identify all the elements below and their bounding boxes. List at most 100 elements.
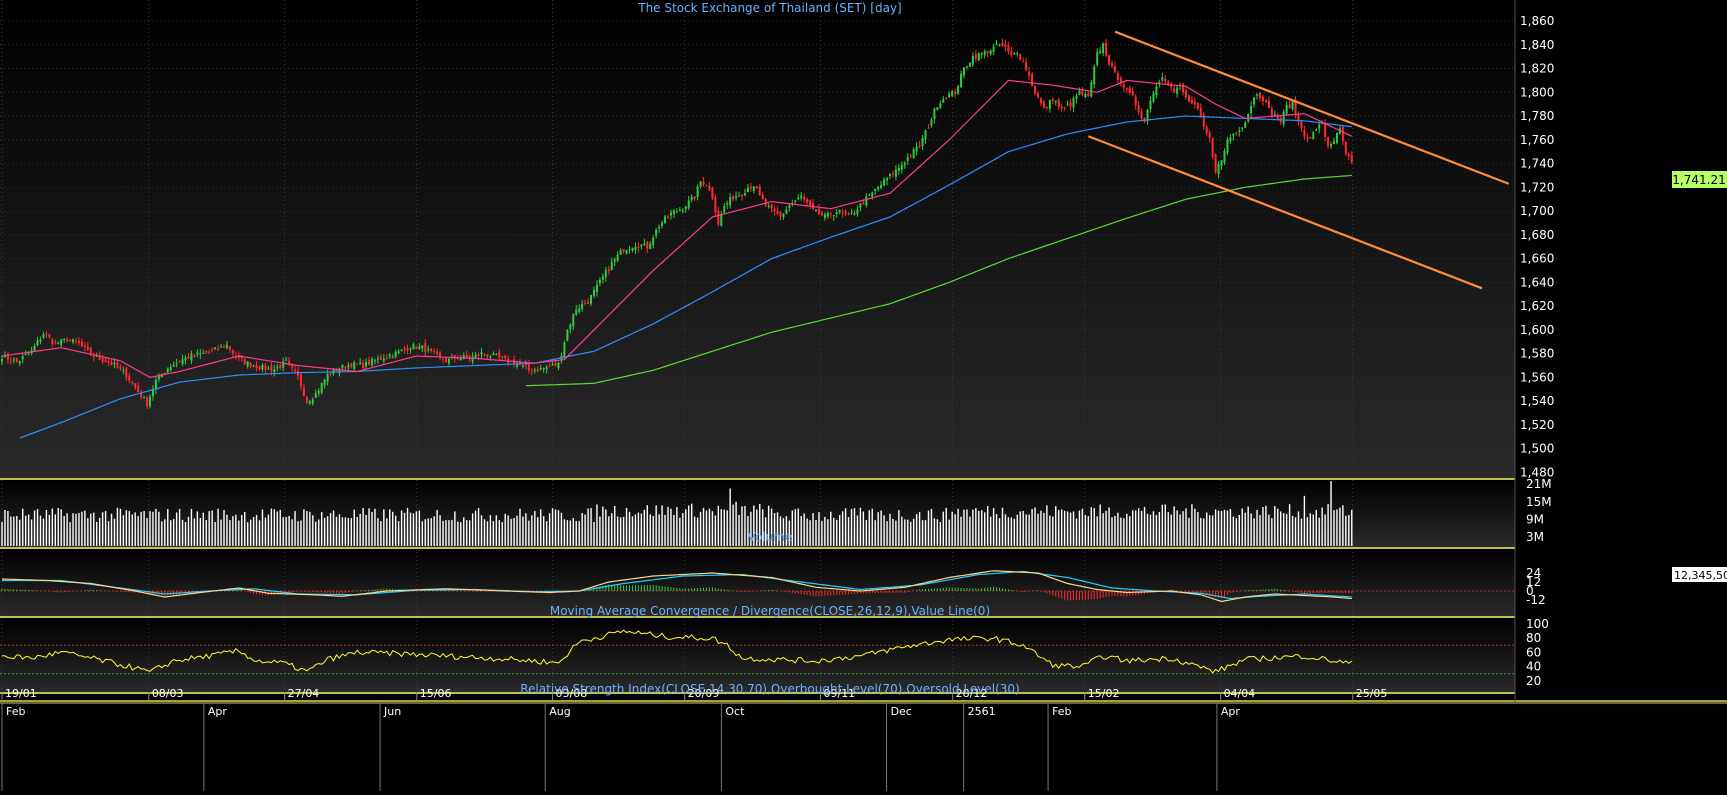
volume-bar [241, 515, 243, 546]
candle-body [193, 355, 196, 357]
candle-body [868, 194, 871, 196]
volume-bar [1063, 510, 1066, 546]
candle-body [862, 202, 865, 205]
volume-bar [649, 514, 651, 546]
volume-tick-label: 3M [1526, 530, 1544, 544]
moving-average-long-line [525, 174, 1352, 387]
candle-body [341, 364, 344, 368]
candle-body [986, 50, 989, 54]
volume-bar [282, 517, 284, 546]
candle-body [951, 91, 954, 96]
volume-bar [199, 517, 202, 546]
candle-body [128, 375, 131, 381]
volume-bar [1214, 509, 1217, 546]
volume-bar [1265, 505, 1267, 546]
volume-bar [1277, 508, 1279, 546]
candle-body [400, 349, 403, 352]
volume-bar [1123, 518, 1125, 546]
volume-bar [1031, 509, 1033, 546]
candle-body [320, 383, 323, 393]
volume-bar [119, 508, 122, 546]
candle-body [196, 352, 199, 355]
volume-bar [525, 513, 527, 546]
volume-bar [960, 516, 962, 546]
rsi-panel-background [0, 618, 1515, 692]
month-label: Dec [891, 705, 912, 718]
volume-bar [1022, 511, 1024, 546]
volume-bar [347, 518, 350, 546]
volume-bar [853, 508, 856, 546]
candle-body [977, 53, 980, 61]
candle-body [1226, 139, 1229, 153]
moving-average-mid-line [19, 115, 1352, 439]
candle-body [859, 203, 862, 208]
volume-bar [326, 516, 329, 546]
volume-bar [276, 511, 278, 546]
volume-bar [1046, 505, 1048, 546]
candle-body [335, 370, 338, 372]
candle-body [1155, 86, 1158, 95]
volume-bar [759, 503, 761, 546]
volume-bar [1342, 505, 1344, 546]
volume-bar [30, 519, 33, 546]
volume-bar [403, 512, 406, 546]
volume-bar [306, 511, 308, 546]
candle-body [894, 169, 897, 177]
candle-body [305, 396, 308, 403]
volume-bar [87, 518, 89, 546]
candle-body [116, 362, 119, 368]
volume-bar [386, 518, 388, 546]
volume-bar [1244, 512, 1246, 546]
volume-bar [670, 508, 672, 546]
volume-bar [211, 510, 213, 546]
date-label: 19/01 [5, 687, 37, 700]
volume-bar [75, 513, 77, 546]
volume-bar [551, 508, 554, 546]
candle-body [664, 216, 667, 224]
volume-bar [874, 520, 876, 546]
candle-body [595, 284, 598, 293]
candle-body [732, 196, 735, 200]
volume-bar [1, 521, 3, 546]
candle-body [394, 351, 397, 357]
candle-body [844, 210, 847, 215]
volume-bar [400, 510, 403, 546]
candle-body [803, 196, 806, 200]
price-tick-label: 1,500 [1520, 442, 1554, 456]
volume-bar [720, 509, 722, 546]
candle-body [1022, 60, 1025, 62]
candle-body [687, 200, 690, 209]
candle-body [1093, 66, 1096, 85]
volume-bar [939, 522, 942, 546]
volume-bar [389, 509, 391, 546]
volume-bar [1155, 515, 1158, 546]
volume-bar [652, 515, 654, 546]
month-label: Feb [1052, 705, 1071, 718]
volume-bar [341, 517, 344, 546]
volume-bar [433, 516, 435, 546]
candle-body [1187, 95, 1190, 102]
candle-body [773, 208, 776, 212]
candle-body [1270, 108, 1273, 116]
candle-body [1134, 96, 1137, 106]
volume-bar [847, 517, 850, 546]
volume-bar [1291, 515, 1294, 546]
volume-bar [821, 520, 823, 546]
candle-body [439, 352, 442, 357]
volume-bar [1010, 517, 1013, 546]
volume-bar [605, 509, 607, 546]
candle-body [350, 363, 353, 368]
volume-bar [791, 510, 794, 546]
candle-body [119, 366, 122, 369]
volume-bar [1140, 510, 1143, 546]
volume-bar [466, 520, 468, 546]
candle-body [172, 365, 175, 367]
candle-body [1140, 111, 1143, 119]
volume-bar [392, 511, 394, 546]
candle-body [314, 393, 317, 398]
candle-body [223, 346, 225, 348]
candle-body [1048, 99, 1051, 109]
volume-bar [54, 514, 56, 546]
